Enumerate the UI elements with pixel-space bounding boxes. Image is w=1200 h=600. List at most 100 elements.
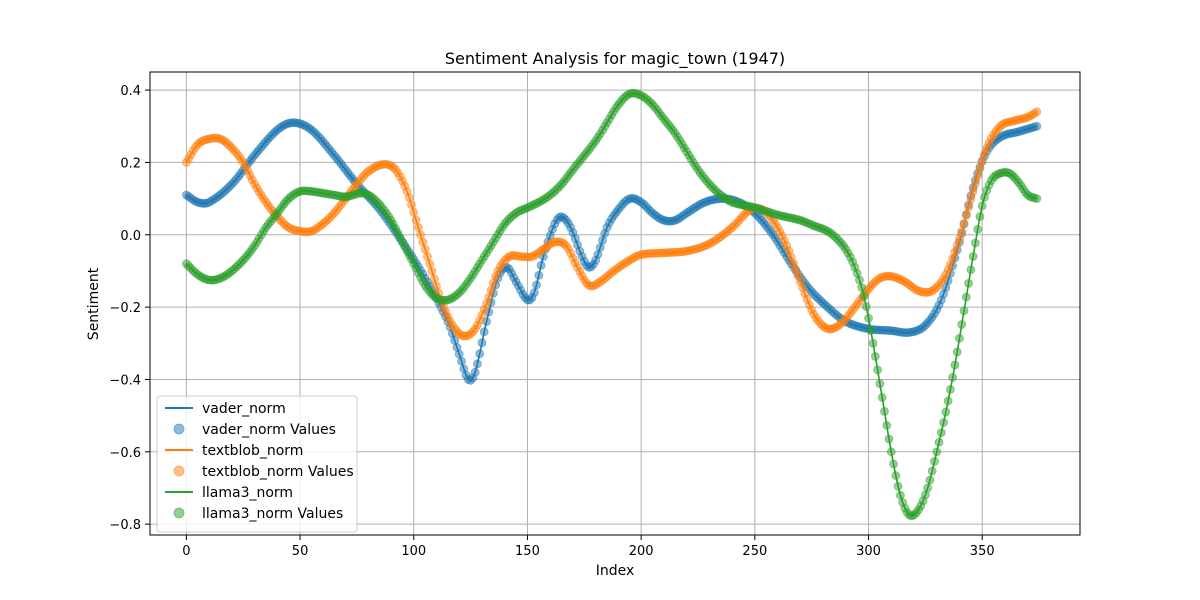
data-point: [948, 373, 958, 382]
data-point: [859, 291, 869, 301]
data-point: [939, 418, 948, 427]
data-point: [429, 274, 439, 284]
x-tick-label: 0: [182, 544, 190, 559]
data-point: [961, 210, 971, 220]
chart-title: Sentiment Analysis for magic_town (1947): [445, 49, 785, 69]
data-point: [420, 244, 430, 254]
data-point: [964, 278, 973, 288]
data-point: [529, 288, 539, 298]
data-point: [973, 224, 983, 234]
data-point: [457, 356, 466, 366]
data-point: [923, 483, 933, 493]
legend-box: [156, 395, 358, 533]
data-point: [425, 259, 435, 269]
legend-entry-label: textblob_norm: [202, 443, 303, 459]
x-tick-label: 200: [629, 544, 654, 559]
data-point: [882, 420, 892, 430]
data-point: [957, 226, 967, 236]
series-llama3_norm: [181, 88, 1042, 521]
x-tick-label: 300: [856, 544, 881, 559]
data-point: [870, 351, 880, 361]
legend-entry-label: llama3_norm: [202, 485, 293, 501]
data-point: [971, 238, 980, 248]
data-point: [925, 475, 935, 485]
data-point: [868, 338, 878, 348]
data-point: [470, 367, 480, 377]
series-layer: [181, 88, 1042, 521]
x-tick-label: 50: [292, 544, 309, 559]
data-point: [413, 223, 423, 232]
data-point: [409, 207, 419, 217]
data-point: [861, 302, 871, 311]
data-point: [418, 237, 428, 247]
data-point: [595, 243, 605, 252]
data-point: [971, 179, 980, 189]
data-point: [884, 434, 894, 444]
legend-entry-label: textblob_norm Values: [202, 464, 354, 480]
legend-entry-label: llama3_norm Values: [202, 506, 343, 522]
y-tick-label: −0.8: [109, 518, 141, 533]
data-point: [966, 194, 976, 204]
data-point: [875, 379, 885, 389]
legend: vader_norm vader_norm Values textblob_norm…: [156, 395, 358, 533]
data-point: [959, 306, 969, 316]
data-point: [955, 233, 964, 243]
data-point: [964, 202, 973, 212]
data-point: [473, 359, 482, 369]
x-tick-label: 350: [970, 544, 995, 559]
data-point: [957, 320, 967, 329]
data-point: [943, 396, 953, 406]
y-tick-label: −0.4: [109, 373, 141, 388]
data-point: [966, 265, 976, 275]
data-point: [895, 490, 905, 500]
data-point: [477, 338, 487, 348]
data-point: [411, 215, 421, 225]
data-point: [536, 260, 546, 270]
legend-entry-label: vader_norm: [202, 401, 286, 417]
legend-marker-swatch: [173, 423, 185, 435]
y-tick-label: 0.2: [120, 156, 141, 171]
data-point: [423, 252, 432, 261]
data-point: [950, 360, 960, 370]
y-tick-label: −0.2: [109, 301, 141, 316]
y-tick-label: 0.0: [120, 229, 141, 244]
data-point: [877, 393, 887, 402]
x-tick-label: 150: [515, 544, 540, 559]
data-point: [855, 275, 864, 285]
legend-marker-swatch: [173, 507, 185, 519]
data-point: [952, 347, 962, 357]
data-point: [475, 349, 485, 359]
data-point: [1032, 107, 1042, 117]
data-point: [977, 201, 987, 211]
data-point: [889, 459, 898, 469]
data-point: [968, 252, 978, 261]
data-point: [927, 466, 937, 476]
data-point: [427, 266, 437, 276]
ticks: 0 50 100 150 200 250 300 350 −0.8 −0.6 −0.4 −0.2 0.0…: [109, 84, 994, 559]
data-point: [416, 230, 425, 240]
data-point: [479, 327, 489, 337]
y-axis-label: Sentiment: [86, 267, 102, 340]
data-point: [932, 447, 942, 457]
legend-entry-label: vader_norm Values: [202, 422, 336, 438]
series-textblob_norm: [181, 107, 1042, 341]
data-point: [534, 270, 544, 280]
y-tick-label: 0.4: [120, 84, 141, 99]
data-point: [532, 280, 541, 290]
data-point: [968, 186, 978, 196]
x-axis-label: Index: [596, 563, 635, 579]
data-point: [864, 313, 873, 323]
data-point: [975, 163, 985, 173]
data-point: [880, 406, 889, 416]
y-tick-label: −0.6: [109, 446, 141, 461]
data-point: [975, 212, 985, 222]
data-point: [873, 365, 883, 375]
plot-frame: [149, 71, 1081, 536]
x-tick-label: 100: [401, 544, 426, 559]
data-point: [941, 407, 951, 417]
data-point: [936, 428, 946, 437]
data-point: [893, 481, 903, 491]
x-tick-label: 250: [742, 544, 767, 559]
data-point: [857, 283, 867, 292]
